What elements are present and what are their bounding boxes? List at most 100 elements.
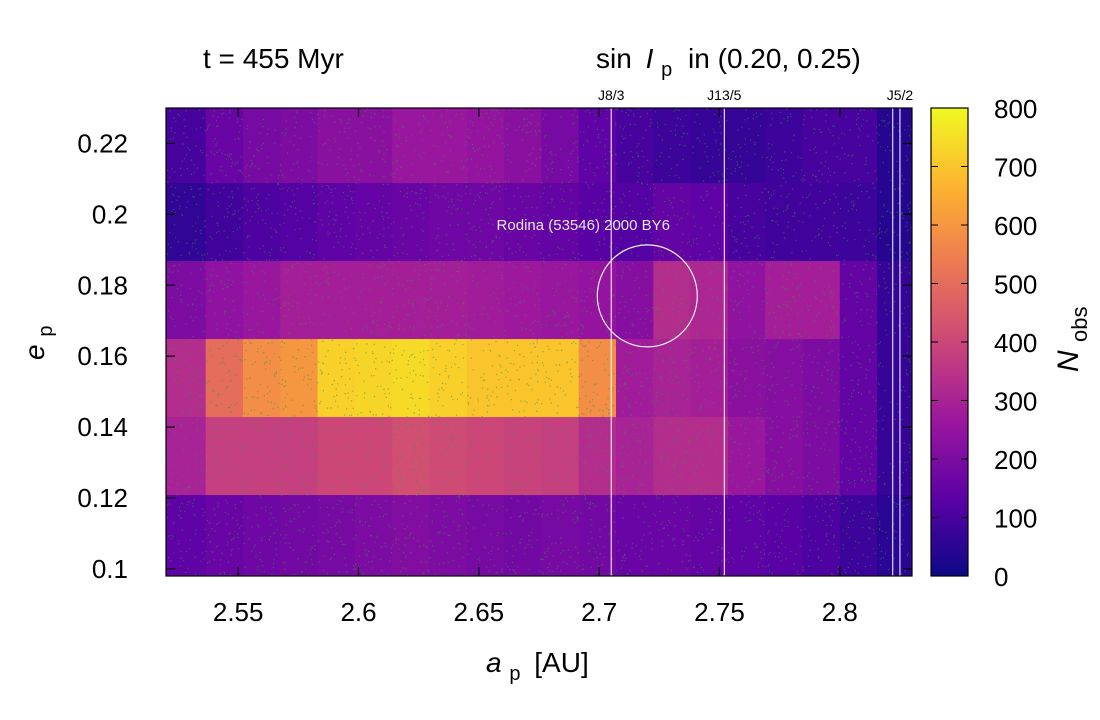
heatmap-cell [578,182,617,262]
y-tick-label: 0.12 [77,483,128,513]
heatmap-cell [690,182,729,262]
y-tick-label: 0.18 [77,270,128,300]
x-tick-label: 2.7 [581,597,617,627]
heatmap-cell [280,182,319,262]
heatmap-cell [504,494,543,576]
heatmap-cell [392,260,431,340]
heatmap-cell [877,260,912,340]
colorbar-tick-label: 100 [994,504,1037,534]
colorbar-tick-label: 200 [994,445,1037,475]
heatmap-cell [616,494,654,576]
heatmap-cell [802,338,841,418]
heatmap-cell [541,494,580,576]
heatmap-cell [765,260,804,340]
heatmap-cell [429,182,468,262]
colorbar-tick-label: 0 [994,562,1008,592]
heatmap-cell [877,338,912,418]
heatmap-cell [243,260,281,340]
resonance-lines: J8/3 J13/5 J5/2 [598,87,913,576]
heatmap-cell [466,494,505,576]
heatmap-cell [802,182,841,262]
heatmap-cell [616,260,654,340]
heatmap-cell [653,338,692,418]
heatmap-cell [765,108,804,184]
annotation-label: Rodina (53546) 2000 BY6 [497,217,670,234]
heatmap-cell [504,338,543,418]
colorbar-tick-label: 400 [994,328,1037,358]
heatmap-cell [243,182,281,262]
heatmap-cell [354,108,393,184]
heatmap-cell [541,108,580,184]
heatmap-cell [541,416,580,496]
heatmap-cell [392,416,431,496]
heatmap-cell [802,494,841,576]
heatmap-cell [317,416,356,496]
colorbar-tick-label: 500 [994,270,1037,300]
x-axis-label: a p [AU] [486,647,589,686]
y-tick-label: 0.14 [77,412,128,442]
heatmap-cell [839,260,878,340]
x-axis-subscript: p [509,663,520,685]
heatmap-cell [317,260,356,340]
heatmap-cell [616,108,654,184]
heatmap-cell [877,182,912,262]
colorbar-tick-label: 700 [994,153,1037,183]
heatmap-cell [243,338,281,418]
heatmap-cell [392,494,431,576]
heatmap-cell [280,416,319,496]
heatmap-cell [392,108,431,184]
heatmap-cell [429,416,468,496]
heatmap-cell [765,416,804,496]
heatmap-cell [466,108,505,184]
colorbar-tick-label: 600 [994,211,1037,241]
resonance-label: J8/3 [598,87,625,103]
heatmap-cell [429,260,468,340]
x-tick-label: 2.75 [694,597,745,627]
heatmap-cell [653,182,692,262]
heatmap-cell [466,260,505,340]
heatmap-cell [317,494,356,576]
heatmap-cell [466,416,505,496]
heatmap-cell [802,260,841,340]
title-sin: sin [596,43,632,74]
heatmap-cell [616,338,654,418]
heatmap-cell [280,338,319,418]
plot-frame [165,107,913,577]
heatmap-cell [802,108,841,184]
x-axis-unit: [AU] [534,647,588,678]
heatmap-cell [166,338,207,418]
heatmap-cell [578,108,617,184]
heatmap-cell [616,182,654,262]
heatmap-cell [578,494,617,576]
heatmap-cell [578,338,617,418]
heatmap-cell [653,416,692,496]
title-inclination-symbol: I [646,43,654,74]
x-tick-label: 2.65 [454,597,505,627]
heatmap-cell [653,108,692,184]
heatmap-cell [243,416,281,496]
heatmap-cell [205,108,244,184]
colorbar-tick-label: 300 [994,387,1037,417]
heatmap-cell [504,182,543,262]
y-tick-label: 0.2 [92,199,128,229]
resonance-label: J5/2 [887,87,914,103]
colorbar-tick-label: 800 [994,94,1037,124]
colorbar-symbol: N [1052,350,1085,372]
heatmap-cell [690,416,729,496]
heatmap-cell [466,338,505,418]
heatmap-cell [839,182,878,262]
x-tick-label: 2.8 [822,597,858,627]
heatmap-cell [839,338,878,418]
heatmap-cell [317,182,356,262]
heatmap-cell [205,260,244,340]
heatmap-cell [727,108,766,184]
heatmap-cell [317,338,356,418]
heatmap-cell [541,338,580,418]
heatmap-cell [839,494,878,576]
y-tick-label: 0.22 [77,128,128,158]
heatmap-cell [765,182,804,262]
title-range: in (0.20, 0.25) [688,43,861,74]
heatmap-cell [243,494,281,576]
chart-title-right: sin I p in (0.20, 0.25) [596,43,861,82]
heatmap-cell [166,494,207,576]
